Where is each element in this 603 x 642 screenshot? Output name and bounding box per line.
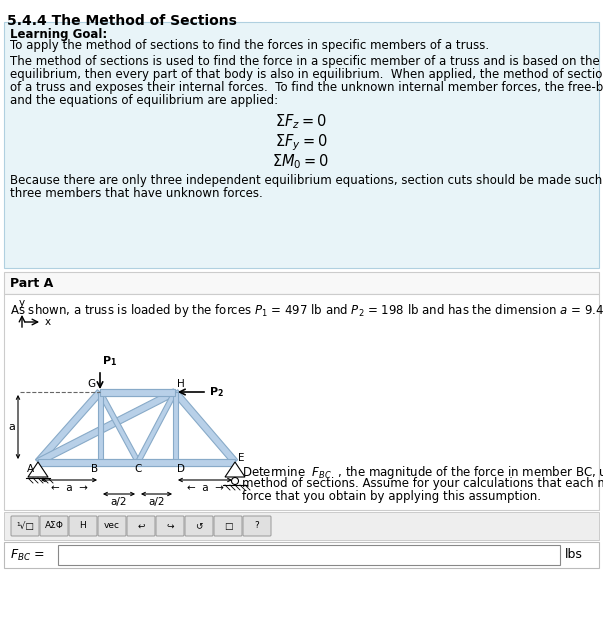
Polygon shape bbox=[98, 391, 140, 463]
Polygon shape bbox=[38, 458, 235, 465]
Polygon shape bbox=[28, 462, 48, 477]
Polygon shape bbox=[225, 462, 245, 477]
Text: □: □ bbox=[224, 521, 232, 530]
Text: A: A bbox=[27, 464, 34, 474]
Text: As shown, a truss is loaded by the forces $P_1$ = 497 lb and $P_2$ = 198 lb and : As shown, a truss is loaded by the force… bbox=[10, 302, 603, 319]
FancyBboxPatch shape bbox=[127, 516, 155, 536]
Text: Determine  $F_{BC}$  , the magnitude of the force in member BC, using the: Determine $F_{BC}$ , the magnitude of th… bbox=[242, 464, 603, 481]
Text: $\mathbf{P_2}$: $\mathbf{P_2}$ bbox=[209, 385, 224, 399]
FancyBboxPatch shape bbox=[69, 516, 97, 536]
FancyBboxPatch shape bbox=[214, 516, 242, 536]
Polygon shape bbox=[36, 390, 103, 464]
Text: Learning Goal:: Learning Goal: bbox=[10, 28, 107, 41]
Text: three members that have unknown forces.: three members that have unknown forces. bbox=[10, 187, 263, 200]
Text: $\Sigma F_z = 0$: $\Sigma F_z = 0$ bbox=[275, 112, 327, 131]
Polygon shape bbox=[136, 391, 177, 463]
Text: ↩: ↩ bbox=[137, 521, 145, 530]
Text: a/2: a/2 bbox=[111, 497, 127, 507]
Polygon shape bbox=[98, 392, 103, 462]
Text: $\Sigma M_0 = 0$: $\Sigma M_0 = 0$ bbox=[273, 152, 330, 171]
FancyBboxPatch shape bbox=[4, 294, 599, 510]
Text: H: H bbox=[80, 521, 86, 530]
FancyBboxPatch shape bbox=[243, 516, 271, 536]
Text: Part A: Part A bbox=[10, 277, 53, 290]
Text: ↪: ↪ bbox=[166, 521, 174, 530]
FancyBboxPatch shape bbox=[4, 22, 599, 268]
Circle shape bbox=[232, 478, 239, 485]
Text: The method of sections is used to find the force in a specific member of a truss: The method of sections is used to find t… bbox=[10, 55, 603, 68]
Text: ↺: ↺ bbox=[195, 521, 203, 530]
Text: C: C bbox=[134, 464, 142, 474]
Text: ¹√□: ¹√□ bbox=[16, 521, 34, 530]
FancyBboxPatch shape bbox=[58, 545, 560, 565]
Text: a: a bbox=[8, 422, 15, 432]
Text: a/2: a/2 bbox=[148, 497, 165, 507]
Text: $\Sigma F_y = 0$: $\Sigma F_y = 0$ bbox=[275, 132, 327, 153]
FancyBboxPatch shape bbox=[40, 516, 68, 536]
Text: $F_{BC}$ =: $F_{BC}$ = bbox=[10, 548, 45, 562]
FancyBboxPatch shape bbox=[4, 542, 599, 568]
Polygon shape bbox=[100, 388, 175, 395]
Text: ←  a  →: ← a → bbox=[51, 483, 87, 493]
Text: ?: ? bbox=[254, 521, 259, 530]
Text: equilibrium, then every part of that body is also in equilibrium.  When applied,: equilibrium, then every part of that bod… bbox=[10, 68, 603, 81]
Polygon shape bbox=[38, 458, 235, 465]
Text: and the equations of equilibrium are applied:: and the equations of equilibrium are app… bbox=[10, 94, 278, 107]
Text: E: E bbox=[238, 453, 244, 463]
Text: y: y bbox=[19, 298, 25, 308]
Text: $\mathbf{P_1}$: $\mathbf{P_1}$ bbox=[102, 354, 117, 368]
Text: force that you obtain by applying this assumption.: force that you obtain by applying this a… bbox=[242, 490, 541, 503]
Text: AΣΦ: AΣΦ bbox=[45, 521, 63, 530]
Text: vec: vec bbox=[104, 521, 120, 530]
FancyBboxPatch shape bbox=[185, 516, 213, 536]
Polygon shape bbox=[172, 392, 177, 462]
FancyBboxPatch shape bbox=[98, 516, 126, 536]
Text: B: B bbox=[91, 464, 98, 474]
Polygon shape bbox=[100, 388, 175, 395]
FancyBboxPatch shape bbox=[4, 272, 599, 294]
Text: x: x bbox=[45, 317, 51, 327]
Polygon shape bbox=[172, 390, 238, 464]
FancyBboxPatch shape bbox=[4, 512, 599, 540]
Text: lbs: lbs bbox=[565, 548, 583, 562]
FancyBboxPatch shape bbox=[11, 516, 39, 536]
Text: of a truss and exposes their internal forces.  To find the unknown internal memb: of a truss and exposes their internal fo… bbox=[10, 81, 603, 94]
Text: D: D bbox=[177, 464, 185, 474]
Polygon shape bbox=[36, 389, 177, 465]
Text: ←  a  →: ← a → bbox=[186, 483, 224, 493]
Text: G: G bbox=[87, 379, 95, 389]
Text: 5.4.4 The Method of Sections: 5.4.4 The Method of Sections bbox=[7, 14, 237, 28]
Text: H: H bbox=[177, 379, 185, 389]
FancyBboxPatch shape bbox=[156, 516, 184, 536]
Text: Because there are only three independent equilibrium equations, section cuts sho: Because there are only three independent… bbox=[10, 174, 603, 187]
Text: method of sections. Assume for your calculations that each member is in tension,: method of sections. Assume for your calc… bbox=[242, 477, 603, 490]
Text: To apply the method of sections to find the forces in specific members of a trus: To apply the method of sections to find … bbox=[10, 39, 489, 52]
